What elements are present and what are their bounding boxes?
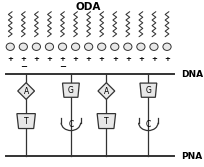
Text: +: + [60, 56, 65, 62]
Text: −: − [20, 62, 27, 71]
Text: G: G [145, 86, 151, 95]
Text: A: A [23, 87, 29, 96]
Circle shape [45, 43, 54, 50]
Text: +: + [7, 56, 13, 62]
Text: +: + [20, 56, 26, 62]
Text: +: + [151, 56, 157, 62]
Text: DNA: DNA [181, 70, 203, 79]
Circle shape [124, 43, 132, 50]
Polygon shape [18, 83, 34, 99]
Text: A: A [104, 87, 109, 96]
Circle shape [71, 43, 80, 50]
Circle shape [150, 43, 158, 50]
Polygon shape [98, 83, 115, 99]
Circle shape [19, 43, 27, 50]
Text: +: + [164, 56, 170, 62]
Polygon shape [140, 83, 157, 97]
Text: T: T [104, 117, 109, 126]
Text: C: C [146, 120, 151, 129]
Polygon shape [97, 114, 116, 129]
Circle shape [137, 43, 145, 50]
Circle shape [111, 43, 119, 50]
Polygon shape [17, 114, 35, 129]
Text: C: C [68, 120, 73, 129]
Text: T: T [24, 117, 28, 126]
Text: +: + [86, 56, 92, 62]
Text: +: + [99, 56, 105, 62]
Circle shape [58, 43, 67, 50]
Text: +: + [47, 56, 52, 62]
Text: +: + [73, 56, 79, 62]
Text: +: + [138, 56, 144, 62]
Circle shape [6, 43, 14, 50]
Text: +: + [112, 56, 118, 62]
Circle shape [163, 43, 171, 50]
Text: PNA: PNA [181, 152, 202, 161]
Text: −: − [59, 62, 66, 71]
Text: +: + [125, 56, 131, 62]
Polygon shape [62, 83, 79, 97]
Text: G: G [68, 86, 74, 95]
Circle shape [32, 43, 41, 50]
Circle shape [98, 43, 106, 50]
Text: ODA: ODA [75, 2, 100, 12]
Circle shape [84, 43, 93, 50]
Text: +: + [33, 56, 39, 62]
